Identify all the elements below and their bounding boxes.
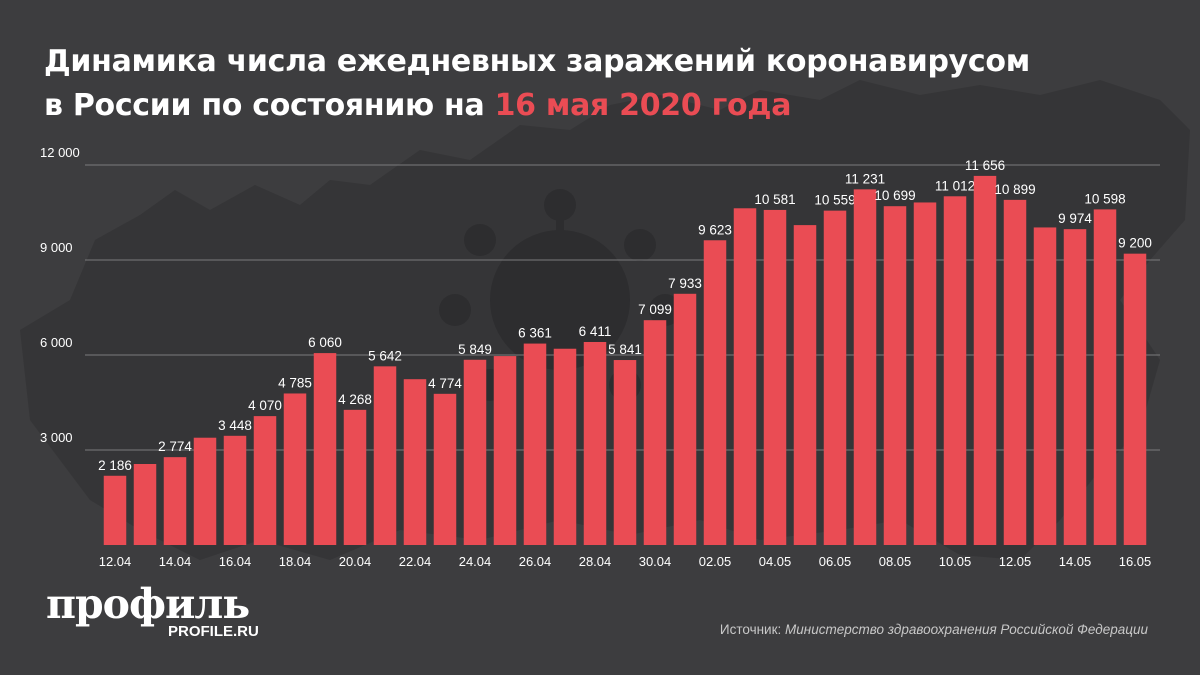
bar	[913, 202, 937, 545]
data-label: 9 200	[1118, 236, 1152, 251]
chart-title: Динамика числа ежедневных заражений коро…	[44, 40, 1164, 128]
data-label: 11 656	[965, 158, 1005, 173]
data-label: 6 060	[308, 335, 342, 350]
x-tick-label: 06.05	[819, 554, 852, 569]
data-label: 2 774	[158, 439, 192, 454]
x-tick-label: 12.05	[999, 554, 1032, 569]
bar	[493, 356, 517, 545]
bar	[283, 393, 307, 545]
logo-wordmark: профиль	[46, 580, 250, 628]
source-note: Источник: Министерство здравоохранения Р…	[720, 622, 1148, 637]
y-tick-label: 6 000	[40, 335, 73, 350]
bar	[733, 208, 757, 545]
bar	[703, 240, 727, 545]
bar	[103, 475, 127, 545]
data-label: 10 559	[814, 193, 855, 208]
data-label: 5 849	[458, 342, 492, 357]
bar	[193, 437, 217, 545]
profile-logo: профиль PROFILE.RU	[46, 583, 286, 653]
bar	[403, 379, 427, 545]
data-label: 10 899	[994, 182, 1035, 197]
bar	[763, 209, 787, 545]
source-text: Министерство здравоохранения Российской …	[785, 622, 1148, 637]
data-label: 9 974	[1058, 211, 1092, 226]
x-tick-label: 22.04	[399, 554, 432, 569]
x-tick-label: 28.04	[579, 554, 612, 569]
bar	[553, 348, 577, 545]
x-tick-label: 14.04	[159, 554, 192, 569]
bar	[613, 360, 637, 545]
y-tick-label: 12 000	[40, 145, 80, 160]
x-tick-label: 14.05	[1059, 554, 1092, 569]
title-line-1: Динамика числа ежедневных заражений коро…	[44, 44, 1030, 79]
data-label: 6 411	[579, 324, 612, 339]
logo-domain: PROFILE.RU	[168, 623, 259, 640]
source-label: Источник:	[719, 622, 782, 637]
x-tick-label: 12.04	[99, 554, 132, 569]
data-label: 5 841	[608, 342, 642, 357]
y-tick-label: 9 000	[40, 240, 73, 255]
bar	[583, 341, 607, 545]
data-label: 2 186	[98, 458, 132, 473]
data-label: 4 070	[248, 398, 282, 413]
bar	[463, 359, 487, 545]
data-label: 11 231	[845, 171, 885, 186]
data-label: 4 785	[278, 375, 312, 390]
bar	[1003, 199, 1027, 546]
data-label: 10 581	[754, 192, 795, 207]
data-label: 7 099	[638, 302, 672, 317]
data-label: 7 933	[668, 276, 702, 291]
x-tick-label: 10.05	[939, 554, 972, 569]
data-label: 10 699	[874, 188, 915, 203]
title-date-highlight: 16 мая 2020 года	[494, 88, 792, 123]
x-tick-label: 08.05	[879, 554, 912, 569]
data-label: 4 268	[338, 392, 372, 407]
bar	[1063, 229, 1087, 545]
bar	[943, 196, 967, 545]
bar	[1093, 209, 1117, 545]
data-label: 5 642	[368, 348, 402, 363]
bar	[1123, 253, 1147, 545]
y-tick-label: 3 000	[40, 430, 73, 445]
title-line-2: в России по состоянию на	[44, 88, 495, 123]
bar	[643, 320, 667, 545]
x-tick-label: 26.04	[519, 554, 552, 569]
bar	[1033, 227, 1057, 546]
bar	[253, 416, 277, 545]
bar	[313, 353, 337, 545]
bar	[793, 225, 817, 545]
bar	[823, 210, 847, 546]
x-tick-label: 24.04	[459, 554, 492, 569]
x-tick-label: 30.04	[639, 554, 672, 569]
bar	[853, 189, 877, 545]
x-tick-label: 04.05	[759, 554, 792, 569]
x-tick-label: 20.04	[339, 554, 372, 569]
data-label: 10 598	[1084, 191, 1125, 206]
bar	[433, 393, 457, 545]
x-tick-label: 16.05	[1119, 554, 1152, 569]
bar	[373, 366, 397, 545]
bar	[883, 206, 907, 545]
x-tick-label: 16.04	[219, 554, 252, 569]
bar	[163, 457, 187, 545]
x-tick-label: 18.04	[279, 554, 312, 569]
bar	[343, 409, 367, 545]
bar	[973, 175, 997, 546]
bar	[223, 435, 247, 545]
x-tick-label: 02.05	[699, 554, 732, 569]
bar	[673, 293, 697, 545]
data-label: 4 774	[428, 376, 462, 391]
bar	[133, 463, 157, 545]
data-label: 11 012	[935, 178, 975, 193]
data-label: 3 448	[218, 418, 252, 433]
data-label: 9 623	[698, 222, 732, 237]
data-label: 6 361	[518, 326, 552, 341]
bar	[523, 343, 547, 545]
